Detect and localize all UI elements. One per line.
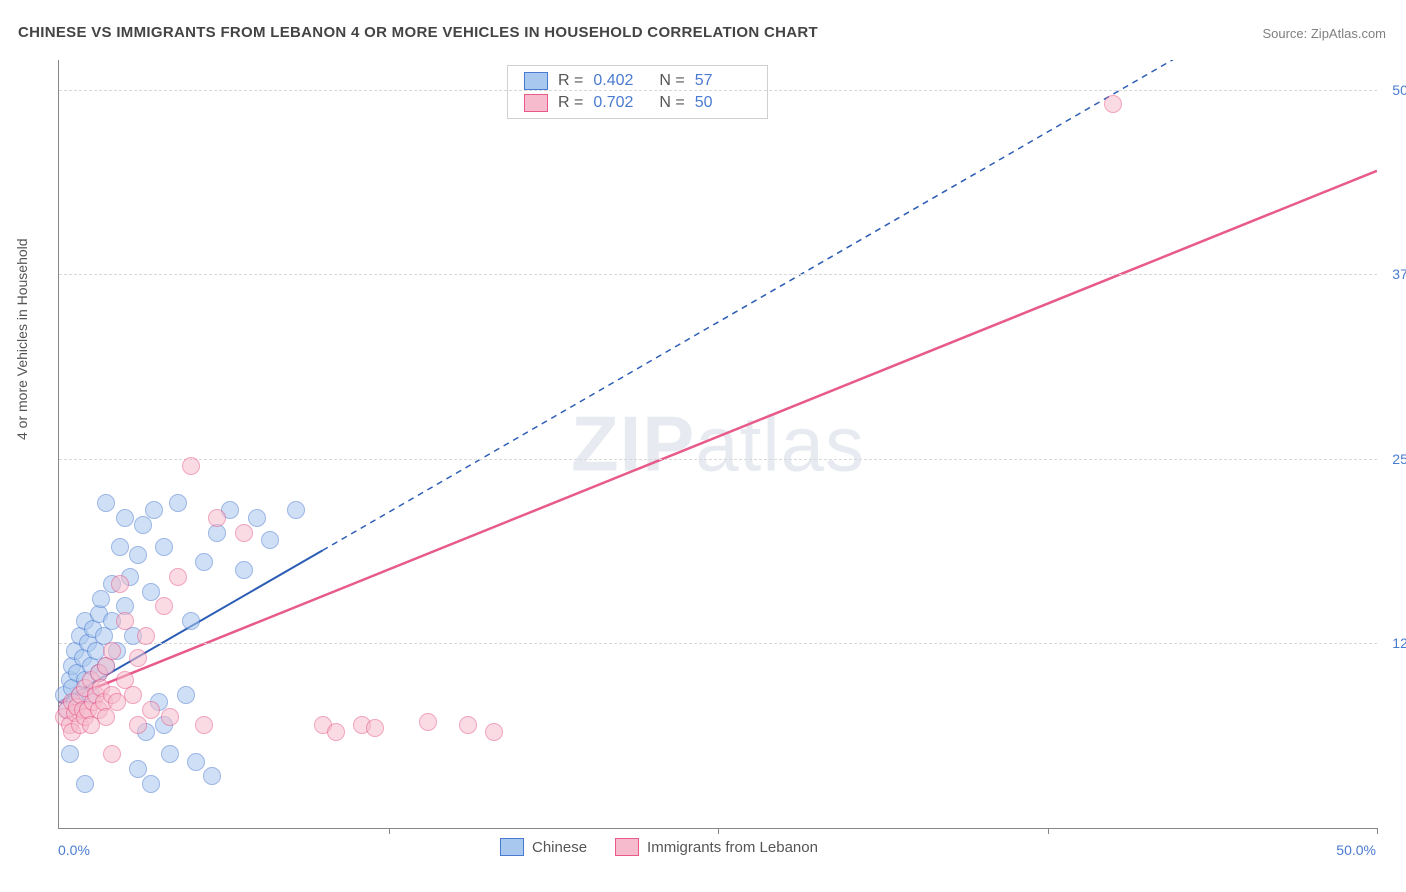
data-point: [142, 701, 160, 719]
data-point: [182, 612, 200, 630]
legend-r-value: 0.402: [593, 72, 649, 90]
legend-swatch: [500, 838, 524, 856]
series-legend: Chinese Immigrants from Lebanon: [500, 838, 818, 856]
data-point: [235, 524, 253, 542]
y-tick-label: 50.0%: [1382, 82, 1406, 98]
data-point: [419, 713, 437, 731]
data-point: [161, 708, 179, 726]
y-tick-label: 37.5%: [1382, 266, 1406, 282]
data-point: [116, 612, 134, 630]
data-point: [155, 597, 173, 615]
data-point: [129, 716, 147, 734]
correlation-legend: R = 0.402 N = 57 R = 0.702 N = 50: [507, 65, 768, 119]
data-point: [187, 753, 205, 771]
x-axis-tick: [1377, 828, 1378, 834]
data-point: [203, 767, 221, 785]
data-point: [103, 642, 121, 660]
data-point: [76, 775, 94, 793]
data-point: [116, 509, 134, 527]
y-tick-label: 25.0%: [1382, 451, 1406, 467]
data-point: [195, 716, 213, 734]
data-point: [61, 745, 79, 763]
legend-n-value: 50: [695, 94, 751, 112]
data-point: [134, 516, 152, 534]
legend-swatch: [524, 72, 548, 90]
legend-n-label: N =: [659, 72, 684, 90]
legend-swatch: [615, 838, 639, 856]
data-point: [145, 501, 163, 519]
x-axis-tick: [1048, 828, 1049, 834]
data-point: [142, 583, 160, 601]
data-point: [97, 708, 115, 726]
series-legend-label: Chinese: [532, 839, 587, 856]
data-point: [182, 457, 200, 475]
data-point: [129, 760, 147, 778]
data-point: [327, 723, 345, 741]
data-point: [97, 494, 115, 512]
data-point: [1104, 95, 1122, 113]
source-label: Source: ZipAtlas.com: [1262, 26, 1386, 41]
plot-area: ZIPatlas R =0.402N =57R =0.702N =50 12.5…: [58, 60, 1377, 829]
data-point: [459, 716, 477, 734]
data-point: [261, 531, 279, 549]
data-point: [155, 538, 173, 556]
gridline-h: [59, 90, 1377, 91]
data-point: [111, 538, 129, 556]
gridline-h: [59, 459, 1377, 460]
series-legend-item: Chinese: [500, 838, 587, 856]
data-point: [287, 501, 305, 519]
data-point: [92, 590, 110, 608]
data-point: [195, 553, 213, 571]
data-point: [248, 509, 266, 527]
data-point: [161, 745, 179, 763]
gridline-h: [59, 274, 1377, 275]
legend-swatch: [524, 94, 548, 112]
data-point: [137, 627, 155, 645]
legend-n-label: N =: [659, 94, 684, 112]
data-point: [129, 546, 147, 564]
watermark: ZIPatlas: [571, 399, 865, 490]
legend-row: R = 0.702 N = 50: [508, 92, 767, 114]
data-point: [103, 745, 121, 763]
data-point: [485, 723, 503, 741]
gridline-h: [59, 643, 1377, 644]
series-legend-item: Immigrants from Lebanon: [615, 838, 818, 856]
trend-lines: [59, 60, 1377, 828]
data-point: [169, 494, 187, 512]
data-point: [129, 649, 147, 667]
legend-n-value: 57: [695, 72, 751, 90]
legend-r-label: R =: [558, 94, 583, 112]
data-point: [208, 509, 226, 527]
y-axis-label: 4 or more Vehicles in Household: [14, 238, 30, 440]
data-point: [177, 686, 195, 704]
chart-title: CHINESE VS IMMIGRANTS FROM LEBANON 4 OR …: [18, 24, 818, 41]
y-tick-label: 12.5%: [1382, 635, 1406, 651]
data-point: [169, 568, 187, 586]
x-tick-max: 50.0%: [1336, 842, 1376, 858]
data-point: [235, 561, 253, 579]
data-point: [142, 775, 160, 793]
data-point: [111, 575, 129, 593]
data-point: [366, 719, 384, 737]
legend-r-label: R =: [558, 72, 583, 90]
series-legend-label: Immigrants from Lebanon: [647, 839, 818, 856]
x-axis-tick: [718, 828, 719, 834]
legend-r-value: 0.702: [593, 94, 649, 112]
x-tick-min: 0.0%: [58, 842, 90, 858]
data-point: [124, 686, 142, 704]
x-axis-tick: [389, 828, 390, 834]
